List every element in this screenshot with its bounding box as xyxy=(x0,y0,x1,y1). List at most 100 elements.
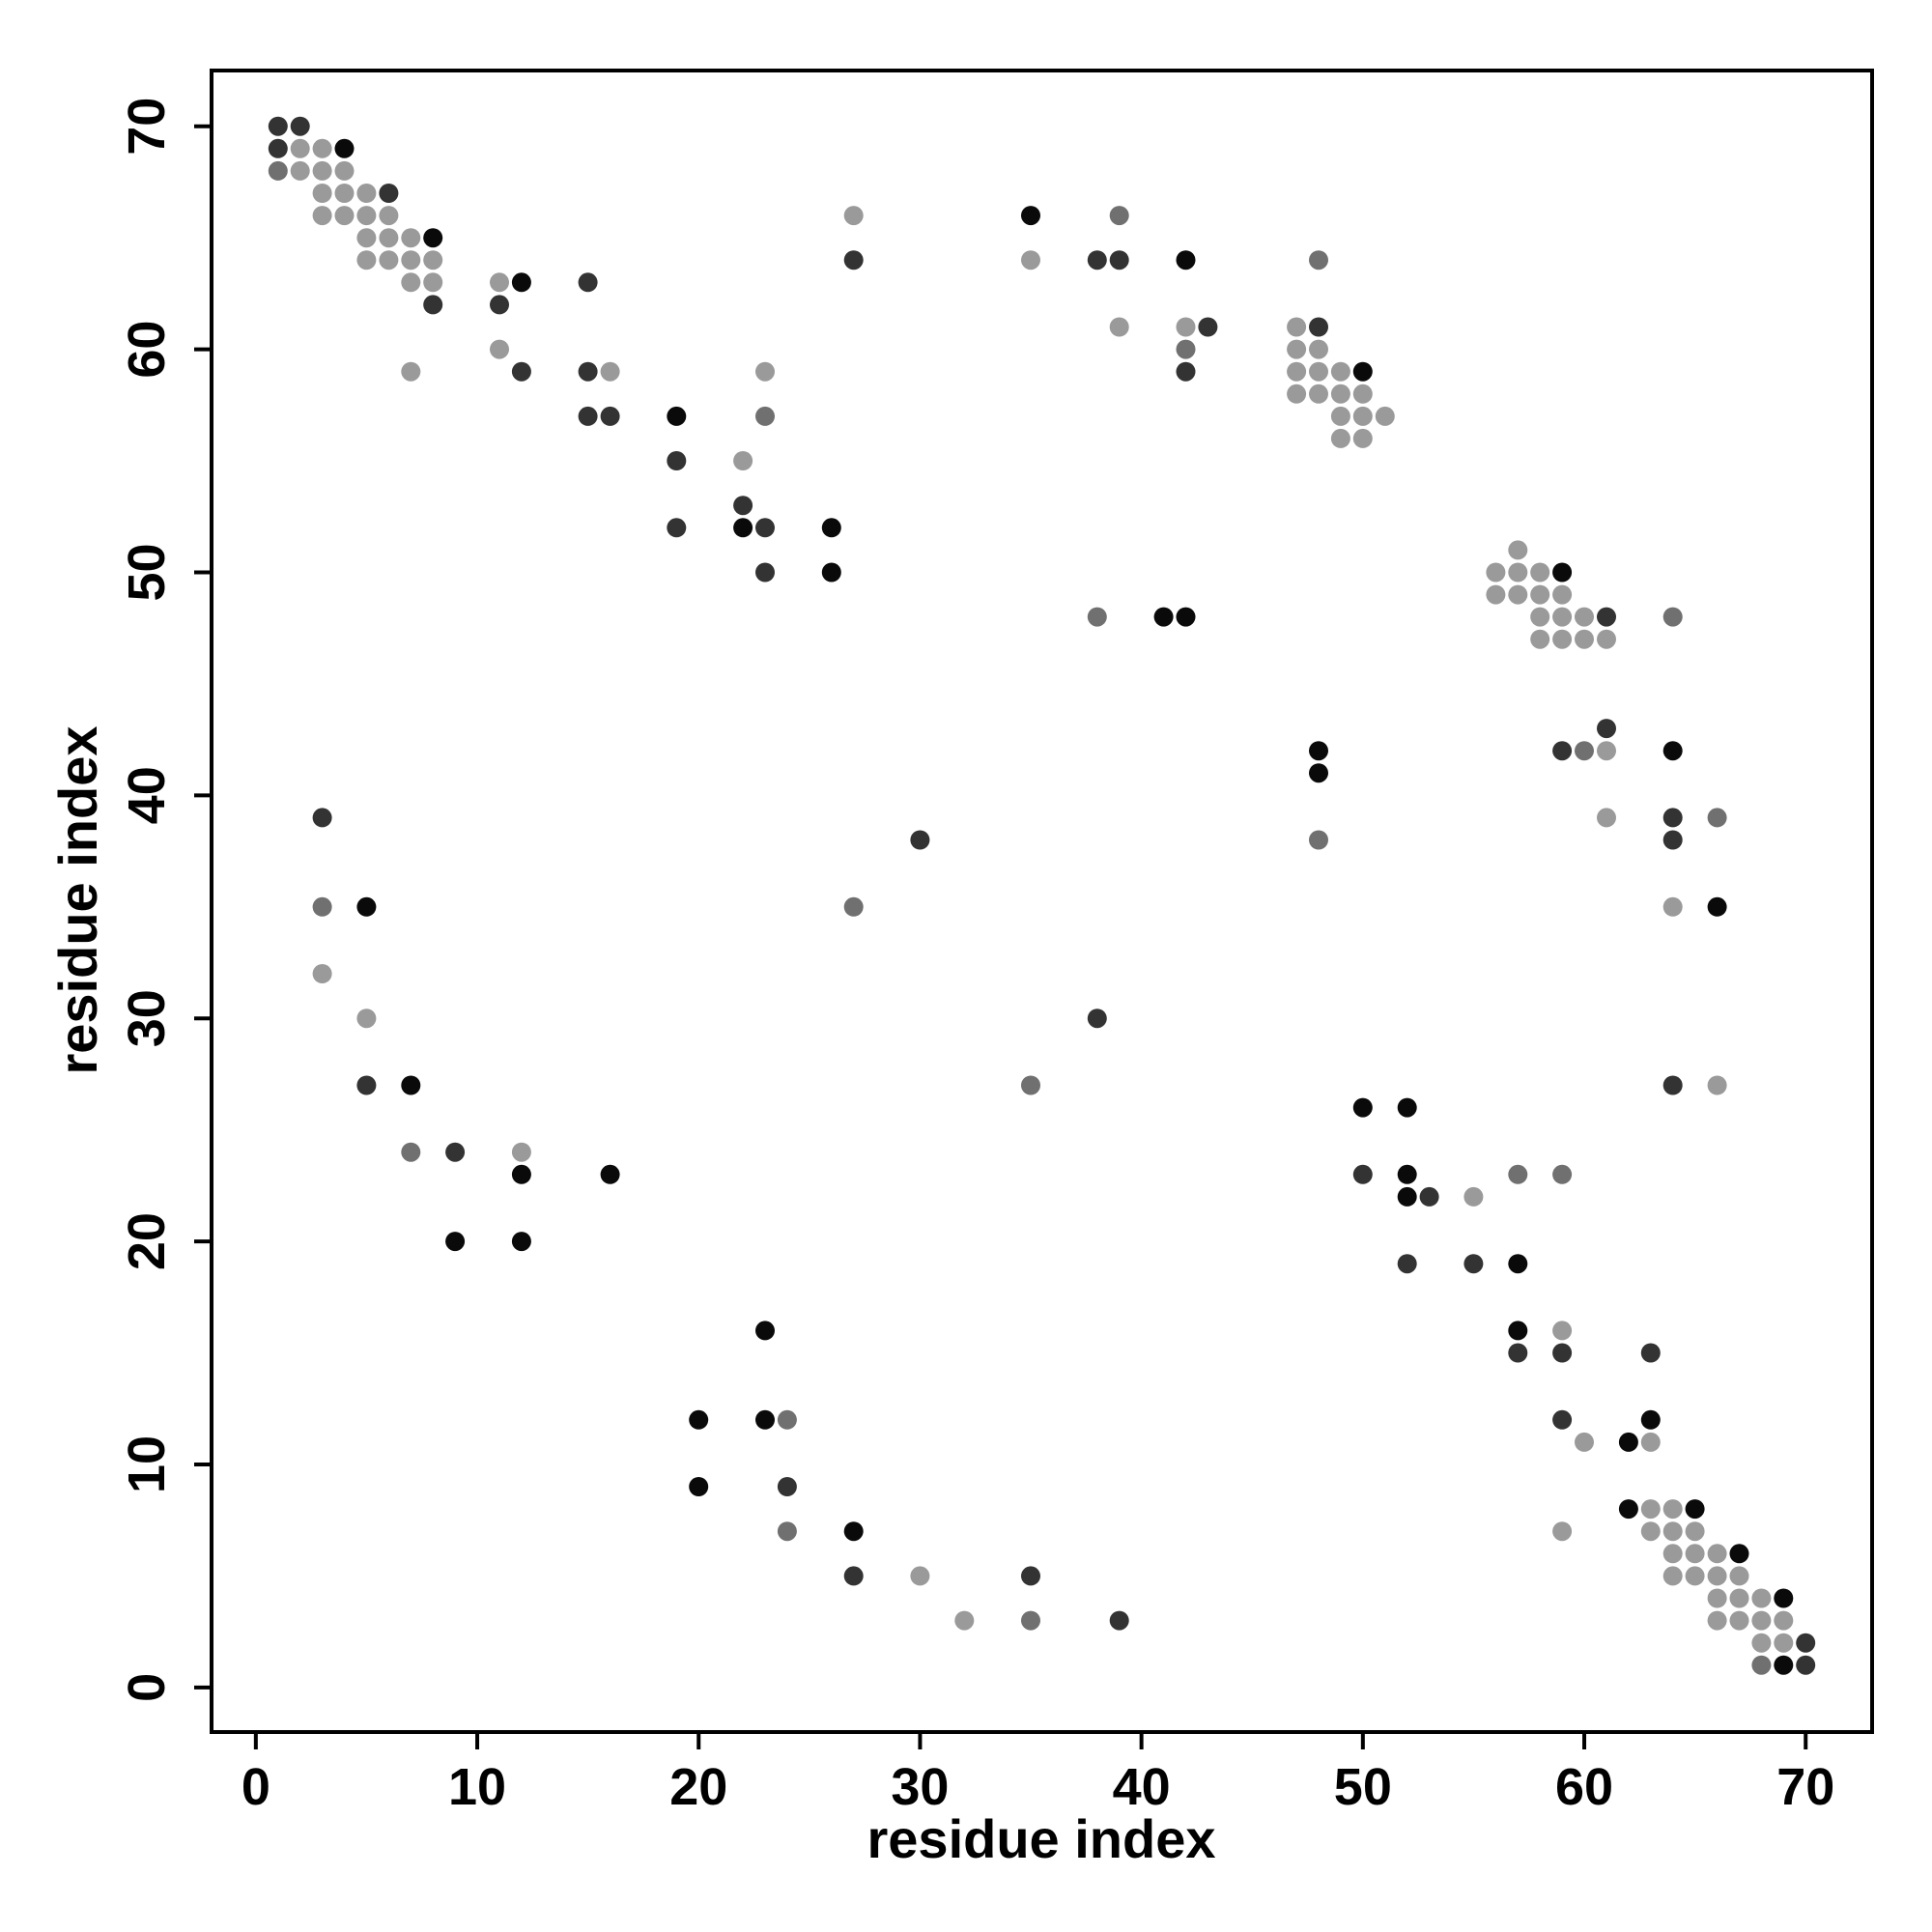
data-point xyxy=(1774,1610,1794,1631)
data-point xyxy=(1662,1566,1683,1586)
data-point xyxy=(312,160,332,181)
data-point xyxy=(356,896,377,917)
data-point xyxy=(1419,1186,1439,1207)
data-point xyxy=(423,228,443,248)
data-point xyxy=(1751,1588,1772,1608)
data-point xyxy=(1309,361,1328,382)
data-point xyxy=(1575,629,1594,649)
data-point xyxy=(290,116,310,136)
data-point xyxy=(689,1409,709,1430)
x-axis: 0 10 20 30 40 50 60 70 xyxy=(242,1732,1834,1816)
data-point xyxy=(1309,339,1328,359)
data-point xyxy=(1330,406,1350,426)
data-point xyxy=(1352,1164,1373,1184)
x-tick-label: 20 xyxy=(669,1758,727,1816)
data-point xyxy=(1352,361,1373,382)
data-point xyxy=(1176,250,1196,270)
data-point xyxy=(268,116,288,136)
data-point xyxy=(356,228,377,248)
data-point xyxy=(1597,719,1616,739)
data-point xyxy=(843,250,864,270)
data-point xyxy=(1508,1164,1528,1184)
data-point xyxy=(1774,1588,1794,1608)
data-point xyxy=(356,206,377,226)
data-point xyxy=(312,184,332,203)
data-point xyxy=(1575,1432,1594,1452)
data-point xyxy=(821,562,841,582)
data-point xyxy=(1707,1588,1727,1608)
data-point xyxy=(1530,584,1550,605)
data-point xyxy=(1662,808,1683,828)
data-point xyxy=(1352,428,1373,448)
data-point xyxy=(733,451,753,470)
data-point xyxy=(1618,1432,1638,1452)
data-point xyxy=(1729,1566,1749,1586)
data-point xyxy=(1508,1254,1528,1274)
data-point xyxy=(1618,1499,1638,1520)
data-point xyxy=(1552,562,1573,582)
data-point xyxy=(379,228,399,248)
data-point xyxy=(1685,1521,1705,1542)
data-point xyxy=(1662,1544,1683,1564)
data-point xyxy=(1662,741,1683,761)
data-point xyxy=(1729,1544,1749,1564)
data-point xyxy=(356,184,377,203)
data-point xyxy=(1640,1521,1661,1542)
data-point xyxy=(1087,607,1107,627)
data-point xyxy=(445,1232,466,1252)
data-point xyxy=(1287,384,1307,404)
data-point xyxy=(1397,1164,1417,1184)
data-point xyxy=(1707,896,1727,917)
data-point xyxy=(1751,1633,1772,1653)
data-point xyxy=(268,138,288,158)
data-point xyxy=(1463,1186,1484,1207)
data-point xyxy=(600,361,620,382)
data-point xyxy=(334,184,355,203)
data-point xyxy=(1309,250,1328,270)
data-point xyxy=(1552,1521,1573,1542)
data-point xyxy=(600,1164,620,1184)
data-point xyxy=(1751,1610,1772,1631)
data-point xyxy=(1685,1566,1705,1586)
data-point xyxy=(755,406,775,426)
data-point xyxy=(312,896,332,917)
data-point xyxy=(1021,1610,1040,1631)
y-axis: 0 10 20 30 40 50 60 70 xyxy=(118,98,212,1702)
data-point xyxy=(312,964,332,983)
data-point xyxy=(1309,384,1328,404)
data-point xyxy=(1375,406,1395,426)
data-point xyxy=(777,1521,797,1542)
data-point xyxy=(511,361,531,382)
data-point xyxy=(1309,763,1328,783)
data-point xyxy=(1330,384,1350,404)
data-point xyxy=(1597,629,1616,649)
y-axis-title: residue index xyxy=(47,725,108,1074)
data-point xyxy=(1109,250,1129,270)
y-tick-label: 40 xyxy=(118,766,176,824)
data-point xyxy=(1662,607,1683,627)
data-point xyxy=(1707,1610,1727,1631)
data-point xyxy=(1530,607,1550,627)
data-point xyxy=(423,250,443,270)
data-point xyxy=(268,160,288,181)
data-point xyxy=(401,361,421,382)
data-point xyxy=(1508,562,1528,582)
data-point xyxy=(1640,1409,1661,1430)
x-tick-label: 50 xyxy=(1334,1758,1392,1816)
data-point xyxy=(1309,317,1328,337)
x-tick-label: 30 xyxy=(891,1758,949,1816)
data-point xyxy=(689,1477,709,1496)
data-point xyxy=(1153,607,1174,627)
data-point xyxy=(1287,361,1307,382)
data-point xyxy=(356,1075,377,1095)
data-point xyxy=(1552,629,1573,649)
data-point xyxy=(1486,562,1506,582)
data-point xyxy=(1330,428,1350,448)
data-point xyxy=(423,295,443,315)
data-point xyxy=(290,138,310,158)
data-point xyxy=(379,184,399,203)
data-point xyxy=(733,496,753,516)
data-point xyxy=(667,451,687,470)
data-point xyxy=(1552,1164,1573,1184)
data-point xyxy=(1597,741,1616,761)
